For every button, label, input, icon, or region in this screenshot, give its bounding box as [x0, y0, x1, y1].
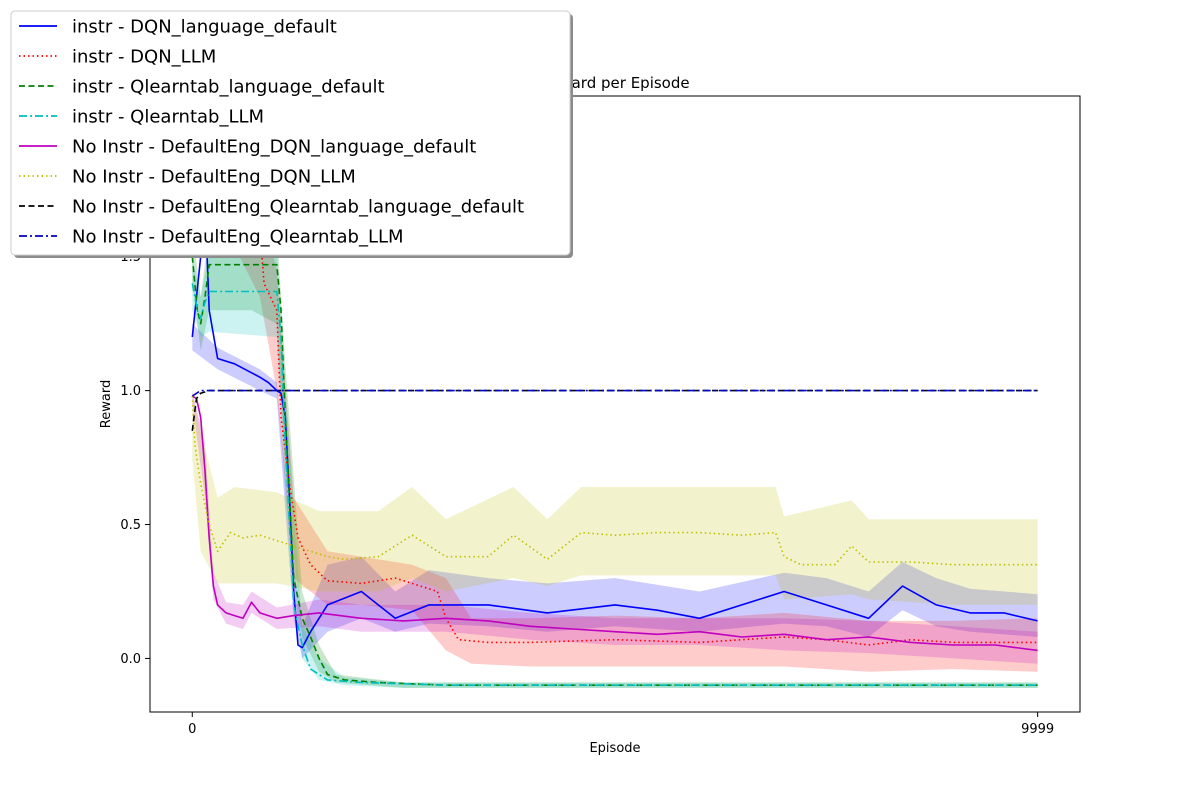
- legend-label: No Instr - DefaultEng_Qlearntab_language…: [72, 197, 524, 218]
- series-line-5: [191, 395, 1038, 652]
- legend-label: instr - DQN_LLM: [72, 47, 216, 68]
- legend-box: [10, 10, 571, 256]
- series-band-5: [192, 390, 1038, 664]
- series-line-8: [191, 389, 1038, 397]
- series-band-1: [192, 323, 1038, 659]
- y-tick-label: 1.0: [120, 384, 141, 399]
- y-tick-label: 0.0: [120, 652, 141, 667]
- legend-label: instr - Qlearntab_language_default: [72, 77, 385, 98]
- series-band-6: [192, 390, 1038, 605]
- legend-label: instr - Qlearntab_LLM: [72, 107, 264, 128]
- series-line-2: [192, 148, 1038, 646]
- series-line-4: [191, 283, 1038, 686]
- series-lines: [191, 148, 1038, 686]
- plot-frame: [149, 95, 1081, 713]
- series-line-1: [191, 202, 1038, 649]
- chart-title: Reward per Episode: [540, 74, 689, 92]
- y-axis-label: Reward: [99, 380, 114, 428]
- legend-label: No Instr - DefaultEng_Qlearntab_LLM: [72, 227, 404, 248]
- y-tick-label: 0.5: [120, 518, 141, 533]
- x-axis-label: Episode: [589, 741, 640, 756]
- series-band-3: [192, 229, 1038, 688]
- legend-label: instr - DQN_language_default: [72, 17, 337, 38]
- legend-label: No Instr - DefaultEng_DQN_LLM: [72, 167, 356, 188]
- legend-label: No Instr - DefaultEng_DQN_language_defau…: [72, 137, 476, 158]
- x-tick-label: 0: [188, 722, 196, 737]
- series-line-6: [191, 395, 1038, 566]
- series-line-7: [191, 389, 1038, 431]
- x-tick-label: 9999: [1021, 722, 1054, 737]
